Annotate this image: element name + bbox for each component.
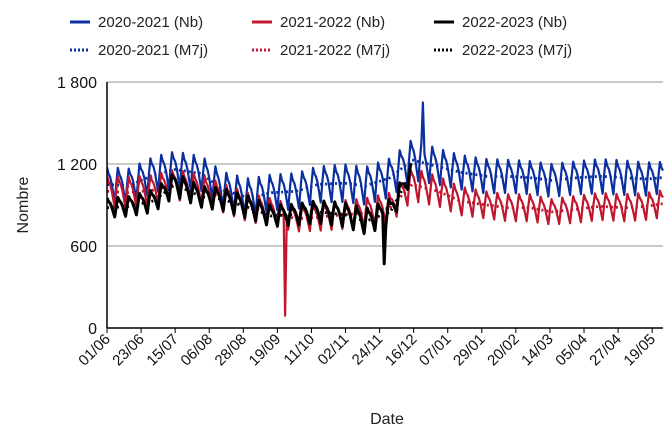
plot-area: [107, 101, 664, 317]
x-tick-label: 28/08: [212, 331, 251, 370]
x-tick-label: 11/10: [280, 331, 318, 369]
y-tick-label: 1 200: [57, 157, 97, 174]
legend-label: 2022-2023 (Nb): [462, 14, 567, 31]
x-tick-label: 02/11: [315, 331, 353, 369]
x-axis-title: Date: [370, 411, 404, 428]
legend-item-2022-2023-m7j: 2022-2023 (M7j): [434, 42, 572, 59]
x-tick-label: 27/04: [586, 331, 625, 370]
y-tick-label: 0: [88, 321, 97, 338]
legend-label: 2022-2023 (M7j): [462, 42, 572, 59]
legend-label: 2021-2022 (Nb): [280, 14, 385, 31]
x-tick-label: 06/08: [177, 331, 216, 370]
legend-item-2021-2022-m7j: 2021-2022 (M7j): [252, 42, 390, 59]
x-tick-label: 16/12: [382, 331, 421, 370]
legend-label: 2020-2021 (M7j): [98, 42, 208, 59]
legend-item-2020-2021-m7j: 2020-2021 (M7j): [70, 42, 208, 59]
y-tick-label: 1 800: [57, 75, 97, 92]
legend-item-2021-2022-nb: 2021-2022 (Nb): [252, 14, 385, 31]
axes: [106, 82, 663, 329]
x-tick-label: 15/07: [143, 331, 182, 370]
y-axis-title: Nombre: [15, 176, 32, 233]
x-tick-label: 07/01: [416, 331, 455, 370]
series-2022-2023-nb: [107, 163, 413, 266]
x-tick-label: 19/09: [246, 331, 285, 370]
x-ticks: 01/0623/0615/0706/0828/0819/0911/1002/11…: [75, 328, 659, 369]
series-2020-2021-nb: [107, 101, 664, 218]
y-tick-label: 600: [70, 239, 97, 256]
legend-label: 2021-2022 (M7j): [280, 42, 390, 59]
x-tick-label: 24/11: [349, 331, 387, 369]
x-tick-label: 05/04: [552, 331, 591, 370]
legend-item-2020-2021-nb: 2020-2021 (Nb): [70, 14, 203, 31]
legend-item-2022-2023-nb: 2022-2023 (Nb): [434, 14, 567, 31]
x-tick-label: 14/03: [518, 331, 557, 370]
legend: 2020-2021 (Nb) 2021-2022 (Nb) 2022-2023 (N…: [70, 14, 572, 59]
legend-label: 2020-2021 (Nb): [98, 14, 203, 31]
x-tick-label: 19/05: [620, 331, 659, 370]
x-tick-label: 23/06: [109, 331, 148, 370]
x-tick-label: 20/02: [484, 331, 523, 370]
y-ticks: 0 600 1 200 1 800: [57, 75, 97, 338]
x-tick-label: 29/01: [450, 331, 489, 370]
